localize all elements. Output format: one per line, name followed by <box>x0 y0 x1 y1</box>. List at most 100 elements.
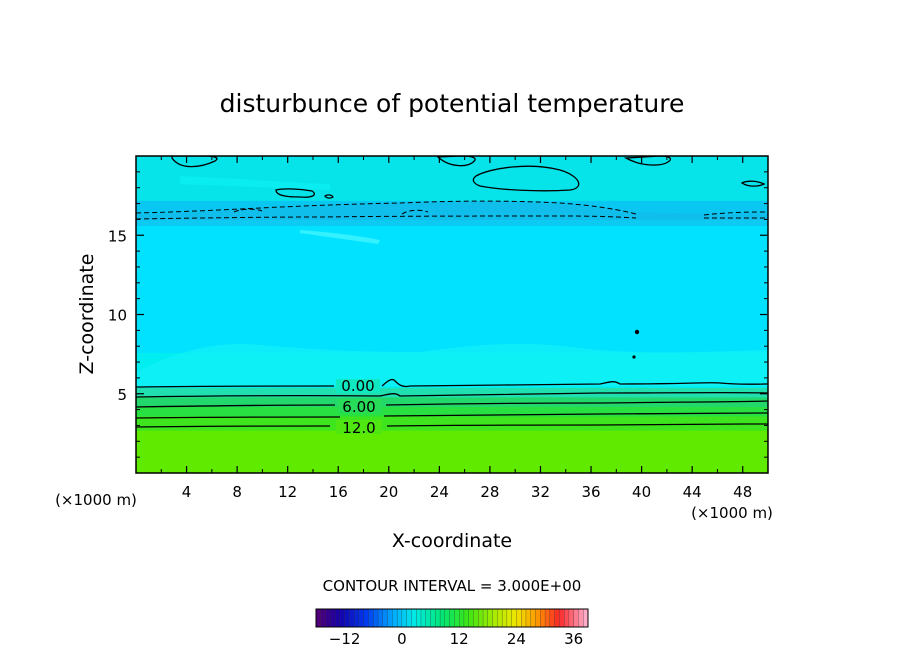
colorbar-swatch <box>554 608 560 628</box>
x-axis-label: X-coordinate <box>392 530 512 552</box>
colorbar-swatch <box>535 608 541 628</box>
colorbar-swatch <box>392 608 398 628</box>
contour-line <box>136 391 768 398</box>
colorbar-swatch <box>435 608 441 628</box>
colorbar-swatch <box>354 608 360 628</box>
x-tick-label: 32 <box>531 483 550 501</box>
x-tick-label: 12 <box>278 483 297 501</box>
colorbar-swatch <box>487 608 494 628</box>
contour-labels: 0.00 6.00 12.0 <box>336 377 382 437</box>
colorbar-swatch <box>377 608 384 628</box>
contours <box>136 156 768 428</box>
contour-line <box>136 400 768 408</box>
field-texture <box>136 176 768 386</box>
colorbar-swatch <box>425 608 431 628</box>
y-axis-ticks: 5 10 15 <box>108 171 768 458</box>
contour-label-bg <box>336 420 382 434</box>
colorbar-swatch <box>368 608 374 628</box>
colorbar-swatch <box>521 608 527 628</box>
colorbar-tick-label: 24 <box>507 630 526 648</box>
contour-line <box>401 209 429 215</box>
y-tick-label: 10 <box>108 307 127 325</box>
contour-label: 12.0 <box>342 419 375 437</box>
colorbar-swatch <box>468 608 474 628</box>
contour-line <box>740 180 766 187</box>
x-tick-label: 44 <box>683 483 702 501</box>
colorbar-swatch <box>416 608 422 628</box>
colorbar-swatch <box>406 608 412 628</box>
colorbar-swatch <box>568 608 575 628</box>
contour-dot <box>632 355 636 359</box>
colorbar-swatch <box>454 608 460 628</box>
contour-label-bg <box>338 399 382 413</box>
colorbar-tick-label: 12 <box>450 630 469 648</box>
colorbar-swatch <box>330 608 336 628</box>
colorbar-swatch <box>463 608 470 628</box>
colorbar-swatch <box>506 608 513 628</box>
y-axis-label: Z-coordinate <box>76 254 98 375</box>
colorbar-tick-label: −12 <box>329 630 361 648</box>
colorbar-swatch <box>492 608 498 628</box>
x-tick-label: 4 <box>182 483 192 501</box>
colorbar-swatch <box>573 608 579 628</box>
contour-line <box>703 211 768 219</box>
colorbar-swatch <box>430 608 436 628</box>
light-streak-2 <box>180 176 330 190</box>
colorbar-swatch <box>382 608 389 628</box>
field-band <box>136 219 768 354</box>
x-tick-label: 16 <box>329 483 348 501</box>
field-band <box>136 406 768 417</box>
colorbar-swatch <box>439 608 446 628</box>
colorbar-swatch <box>334 608 341 628</box>
colorbar-swatch <box>396 608 403 628</box>
contour-line <box>136 416 341 419</box>
colorbar-swatch <box>449 608 455 628</box>
colorbar-swatch <box>549 608 556 628</box>
x-tick-label: 48 <box>733 483 752 501</box>
colorbar-tick-label: 36 <box>564 630 583 648</box>
x-tick-label: 36 <box>581 483 600 501</box>
chart-title: disturbunce of potential temperature <box>220 89 685 118</box>
field-band <box>136 430 768 473</box>
field-band <box>136 387 768 398</box>
y-axis-unit: (×1000 m) <box>55 491 137 509</box>
colorbar-swatch <box>525 608 532 628</box>
colorbar-swatch <box>444 608 451 628</box>
colorbar-swatch <box>344 608 350 628</box>
colorbar-swatch <box>325 608 331 628</box>
colorbar-swatch <box>478 608 484 628</box>
colorbar-swatch <box>544 608 551 628</box>
x-tick-label: 28 <box>480 483 499 501</box>
colorbar-swatch <box>530 608 536 628</box>
x-tick-label: 40 <box>632 483 651 501</box>
colorbar-swatch <box>501 608 508 628</box>
field-band <box>136 415 768 431</box>
contour-label: 6.00 <box>342 398 375 416</box>
colorbar-swatch <box>578 608 584 628</box>
contour-line <box>275 188 315 198</box>
colorbar-swatch <box>482 608 489 628</box>
colorbar-swatch <box>559 608 565 628</box>
colorbar-swatch <box>358 608 365 628</box>
colorbar-swatch <box>411 608 417 628</box>
contour-line <box>136 215 637 220</box>
colorbar-swatch <box>540 608 546 628</box>
stratosphere-patch <box>136 201 768 226</box>
contour-line <box>324 194 334 199</box>
colorbar-swatch <box>459 608 465 628</box>
colorbar-swatch <box>420 608 427 628</box>
field-band <box>136 396 768 407</box>
contour-line <box>472 165 580 192</box>
colorbar-swatch <box>363 608 369 628</box>
colorbar-tick-labels: −12 0 12 24 36 <box>329 630 583 648</box>
contour-line <box>383 412 768 417</box>
colorbar-swatch <box>497 608 503 628</box>
upper-cyan-patch <box>136 343 768 386</box>
colorbar-swatch <box>516 608 522 628</box>
y-tick-label: 15 <box>108 227 127 245</box>
colorbar-swatch <box>349 608 355 628</box>
contour-interval-text: CONTOUR INTERVAL = 3.000E+00 <box>323 577 582 595</box>
colorbar-swatch <box>401 608 408 628</box>
colorbar-swatch <box>315 608 322 628</box>
